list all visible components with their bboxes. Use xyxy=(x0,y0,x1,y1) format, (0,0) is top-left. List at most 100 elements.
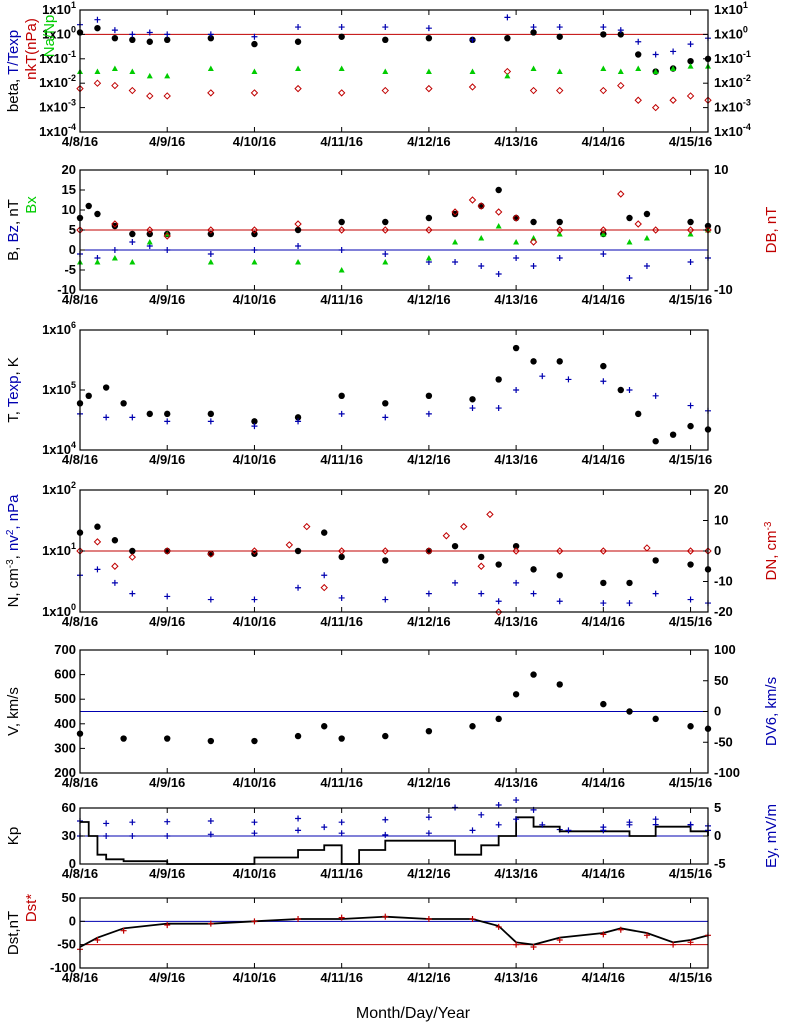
date-tick-label: 4/14/16 xyxy=(582,292,625,307)
data-point xyxy=(617,190,625,198)
data-point xyxy=(469,723,476,730)
date-tick-label: 4/9/16 xyxy=(149,970,185,985)
y-axis-title: N, cm-3, nv2, nPa xyxy=(5,494,23,608)
data-point xyxy=(295,815,302,822)
data-point xyxy=(251,247,258,253)
left-tick-label: 1x100 xyxy=(42,602,76,619)
data-point xyxy=(626,239,633,245)
data-point xyxy=(338,914,345,921)
data-point xyxy=(687,57,694,65)
y-axis-title: Kp xyxy=(5,827,22,845)
left-tick-label: 1x102 xyxy=(42,480,76,497)
data-point xyxy=(469,68,476,75)
data-point xyxy=(338,392,345,400)
data-point xyxy=(295,584,302,591)
date-tick-label: 4/12/16 xyxy=(407,292,450,307)
data-point xyxy=(94,566,101,573)
date-tick-label: 4/12/16 xyxy=(407,866,450,881)
panels: 4/8/16 4/9/16 4/10/16 4/11/16 4/12/16 4/13/16… xyxy=(5,0,781,985)
date-tick-label: 4/14/16 xyxy=(582,866,625,881)
data-point xyxy=(338,553,345,561)
date-tick-label: 4/8/16 xyxy=(62,775,98,790)
left-tick-label: 15 xyxy=(62,182,76,197)
date-tick-label: 4/10/16 xyxy=(233,970,276,985)
series-nv2 xyxy=(77,566,711,607)
data-point xyxy=(643,235,650,241)
data-point xyxy=(469,405,476,412)
data-point xyxy=(338,33,345,40)
data-point xyxy=(251,819,258,826)
date-tick-label: 4/11/16 xyxy=(320,775,363,790)
date-tick-label: 4/11/16 xyxy=(320,614,363,629)
data-point xyxy=(626,600,633,607)
data-point xyxy=(285,541,294,549)
date-tick-label: 4/8/16 xyxy=(62,134,98,149)
data-point xyxy=(512,542,520,550)
right-tick-label: 1x100 xyxy=(714,24,748,41)
data-point xyxy=(556,572,563,579)
left-tick-label: 1x101 xyxy=(42,0,76,17)
series-beta xyxy=(76,24,712,75)
data-point xyxy=(251,918,258,925)
panel-p7: 4/8/16 4/9/16 4/10/16 4/11/16 4/12/16 4/13/16… xyxy=(5,890,712,985)
data-point xyxy=(338,247,345,253)
data-point xyxy=(687,939,694,946)
data-point xyxy=(600,362,607,370)
data-point xyxy=(556,231,563,237)
data-point xyxy=(129,414,136,421)
data-point xyxy=(93,79,102,87)
data-point xyxy=(207,259,214,265)
data-point xyxy=(486,510,494,519)
data-point xyxy=(626,579,633,587)
data-point xyxy=(478,590,485,597)
left-tick-label: 500 xyxy=(54,691,76,706)
data-point xyxy=(425,68,432,75)
data-point xyxy=(670,48,677,55)
y-axis-title: B, Bz, nT xyxy=(5,199,22,261)
x-axis-title: Month/Day/Year xyxy=(356,1005,471,1022)
right-tick-label: 0 xyxy=(714,828,721,843)
data-point xyxy=(556,937,563,943)
date-tick-label: 4/13/16 xyxy=(494,134,537,149)
date-tick-label: 4/8/16 xyxy=(62,970,98,985)
data-point xyxy=(381,86,389,95)
data-point xyxy=(321,572,328,579)
data-point xyxy=(425,590,432,597)
data-point xyxy=(652,590,659,597)
left-tick-label: 0 xyxy=(69,913,76,928)
data-point xyxy=(338,830,345,837)
data-point xyxy=(382,913,389,920)
panel-p6: 4/8/16 4/9/16 4/10/16 4/11/16 4/12/16 4/13/16… xyxy=(5,800,780,881)
right-tick-label: -100 xyxy=(714,765,740,780)
data-point xyxy=(478,263,485,269)
data-point xyxy=(295,418,302,425)
data-point xyxy=(495,271,502,277)
data-point xyxy=(382,732,389,740)
data-point xyxy=(634,96,642,104)
data-point xyxy=(635,65,642,72)
data-point xyxy=(565,827,572,834)
left-tick-label: 600 xyxy=(54,667,76,682)
data-point xyxy=(495,186,502,194)
data-point xyxy=(338,735,345,742)
data-point xyxy=(111,81,119,90)
data-point xyxy=(163,232,171,240)
data-point xyxy=(251,40,258,48)
data-point xyxy=(164,418,171,425)
date-tick-label: 4/8/16 xyxy=(62,292,98,307)
data-point xyxy=(512,691,520,698)
series-DB xyxy=(76,190,712,246)
data-point xyxy=(111,562,119,570)
right-tick-label: 1x10-4 xyxy=(714,122,751,139)
data-point xyxy=(556,255,563,261)
date-tick-label: 4/14/16 xyxy=(582,614,625,629)
data-point xyxy=(207,596,214,603)
data-point xyxy=(129,590,136,597)
series-Dst* xyxy=(77,913,711,953)
data-point xyxy=(85,392,92,400)
data-point xyxy=(321,824,328,831)
data-point xyxy=(295,916,302,922)
date-tick-label: 4/15/16 xyxy=(669,292,712,307)
data-point xyxy=(495,405,502,412)
data-point xyxy=(600,931,607,938)
